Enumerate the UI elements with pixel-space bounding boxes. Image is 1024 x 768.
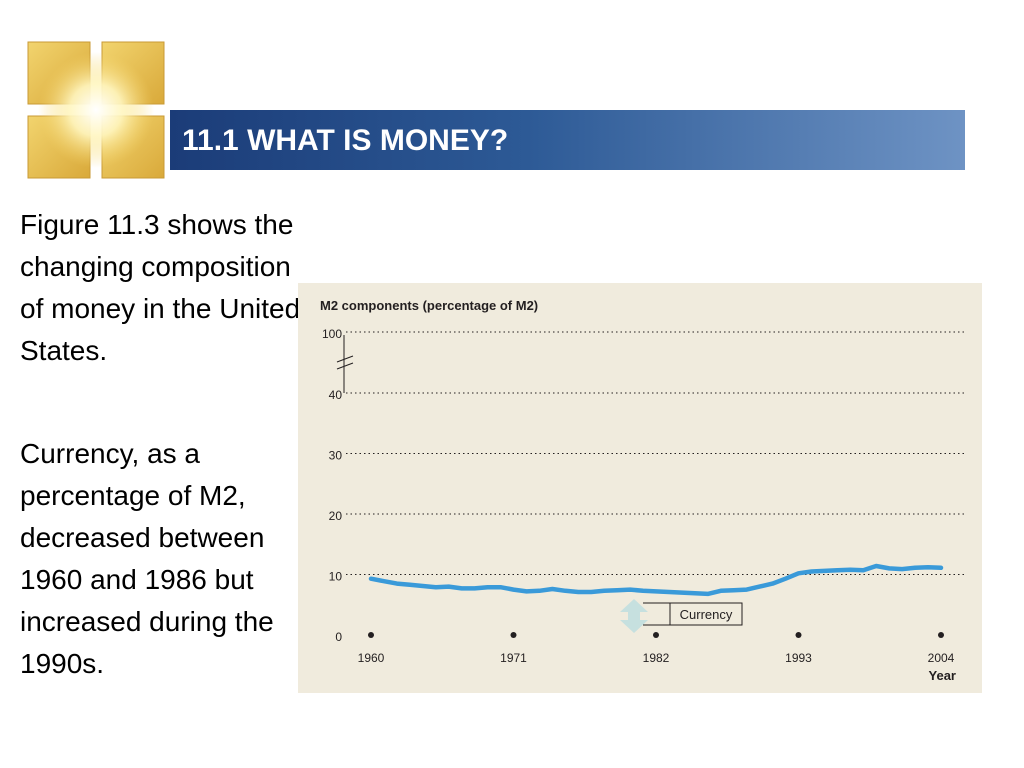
body-paragraph-2: Currency, as a percentage of M2, decreas… bbox=[20, 438, 274, 679]
chart-title: M2 components (percentage of M2) bbox=[320, 298, 538, 313]
x-tick-dot-1960 bbox=[368, 632, 374, 638]
body-paragraph-1: Figure 11.3 shows the changing compositi… bbox=[20, 209, 301, 366]
chart-svg: M2 components (percentage of M2) 0 10 20 30… bbox=[320, 298, 964, 683]
series-line-currency bbox=[368, 563, 944, 597]
currency-callout: Currency bbox=[620, 599, 743, 633]
x-tick-dot-1971 bbox=[510, 632, 517, 638]
y-tick-100: 100 bbox=[322, 327, 342, 341]
y-tick-40: 40 bbox=[329, 388, 343, 402]
x-tick-dot-1982 bbox=[653, 632, 659, 638]
title-bar: 11.1 WHAT IS MONEY? bbox=[170, 110, 965, 170]
x-tick-dot-2004 bbox=[938, 632, 944, 638]
y-tick-20: 20 bbox=[329, 509, 343, 523]
x-tick-1982: 1982 bbox=[643, 651, 670, 665]
y-tick-30: 30 bbox=[329, 449, 343, 463]
x-tick-1971: 1971 bbox=[500, 651, 527, 665]
x-tick-dot-1993 bbox=[795, 632, 802, 638]
x-tick-2004: 2004 bbox=[928, 651, 955, 665]
y-tick-0: 0 bbox=[335, 630, 342, 644]
logo-graphic bbox=[22, 38, 172, 184]
x-tick-1960: 1960 bbox=[358, 651, 385, 665]
series-label-currency: Currency bbox=[680, 607, 733, 622]
grid-lines bbox=[346, 331, 964, 575]
x-axis-ticks: 1960 1971 1982 1993 2004 bbox=[358, 632, 955, 665]
y-tick-10: 10 bbox=[329, 570, 343, 584]
y-axis-ticks: 0 10 20 30 40 100 bbox=[322, 327, 342, 644]
x-axis-label: Year bbox=[929, 668, 956, 683]
axis-break-marker bbox=[336, 335, 354, 393]
series-layer bbox=[368, 563, 944, 597]
x-tick-1993: 1993 bbox=[785, 651, 812, 665]
slide-title: 11.1 WHAT IS MONEY? bbox=[182, 124, 509, 157]
chart-panel: M2 components (percentage of M2) 0 10 20 30… bbox=[298, 283, 982, 693]
